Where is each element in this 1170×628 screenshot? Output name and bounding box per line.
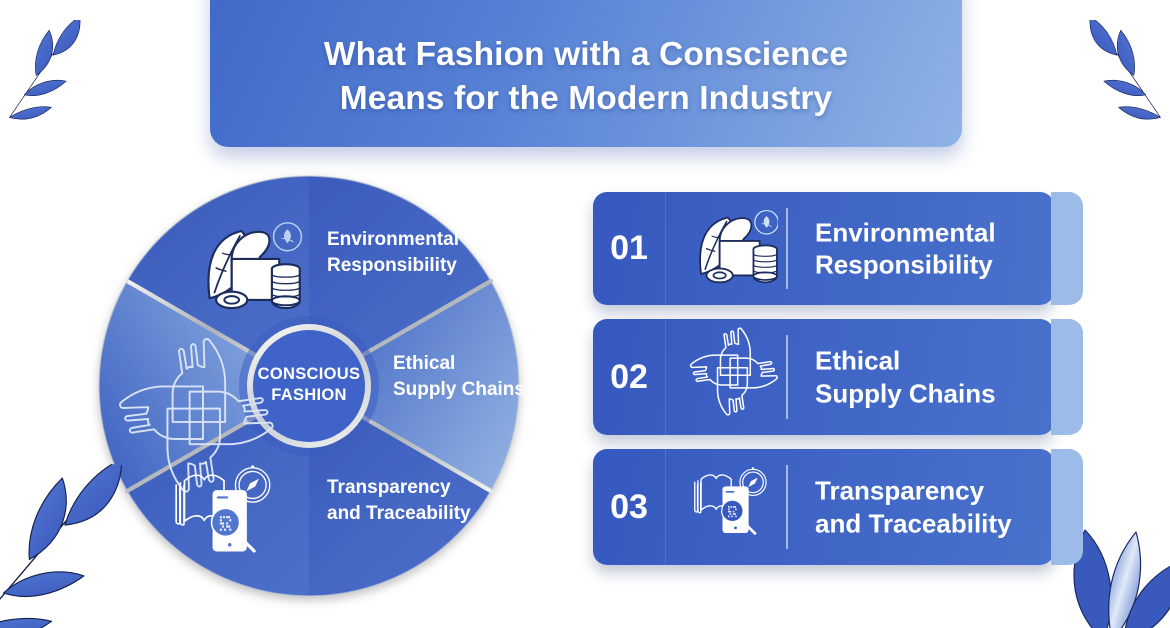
svg-text:and Traceability: and Traceability [327, 503, 471, 524]
svg-text:Ethical: Ethical [393, 353, 455, 374]
svg-text:Environmental: Environmental [327, 229, 459, 250]
svg-text:Responsibility: Responsibility [327, 255, 457, 276]
svg-text:CONSCIOUS: CONSCIOUS [258, 365, 361, 383]
svg-text:Transparency: Transparency [327, 477, 451, 498]
svg-text:FASHION: FASHION [271, 386, 346, 404]
svg-text:Supply Chains: Supply Chains [393, 379, 525, 400]
